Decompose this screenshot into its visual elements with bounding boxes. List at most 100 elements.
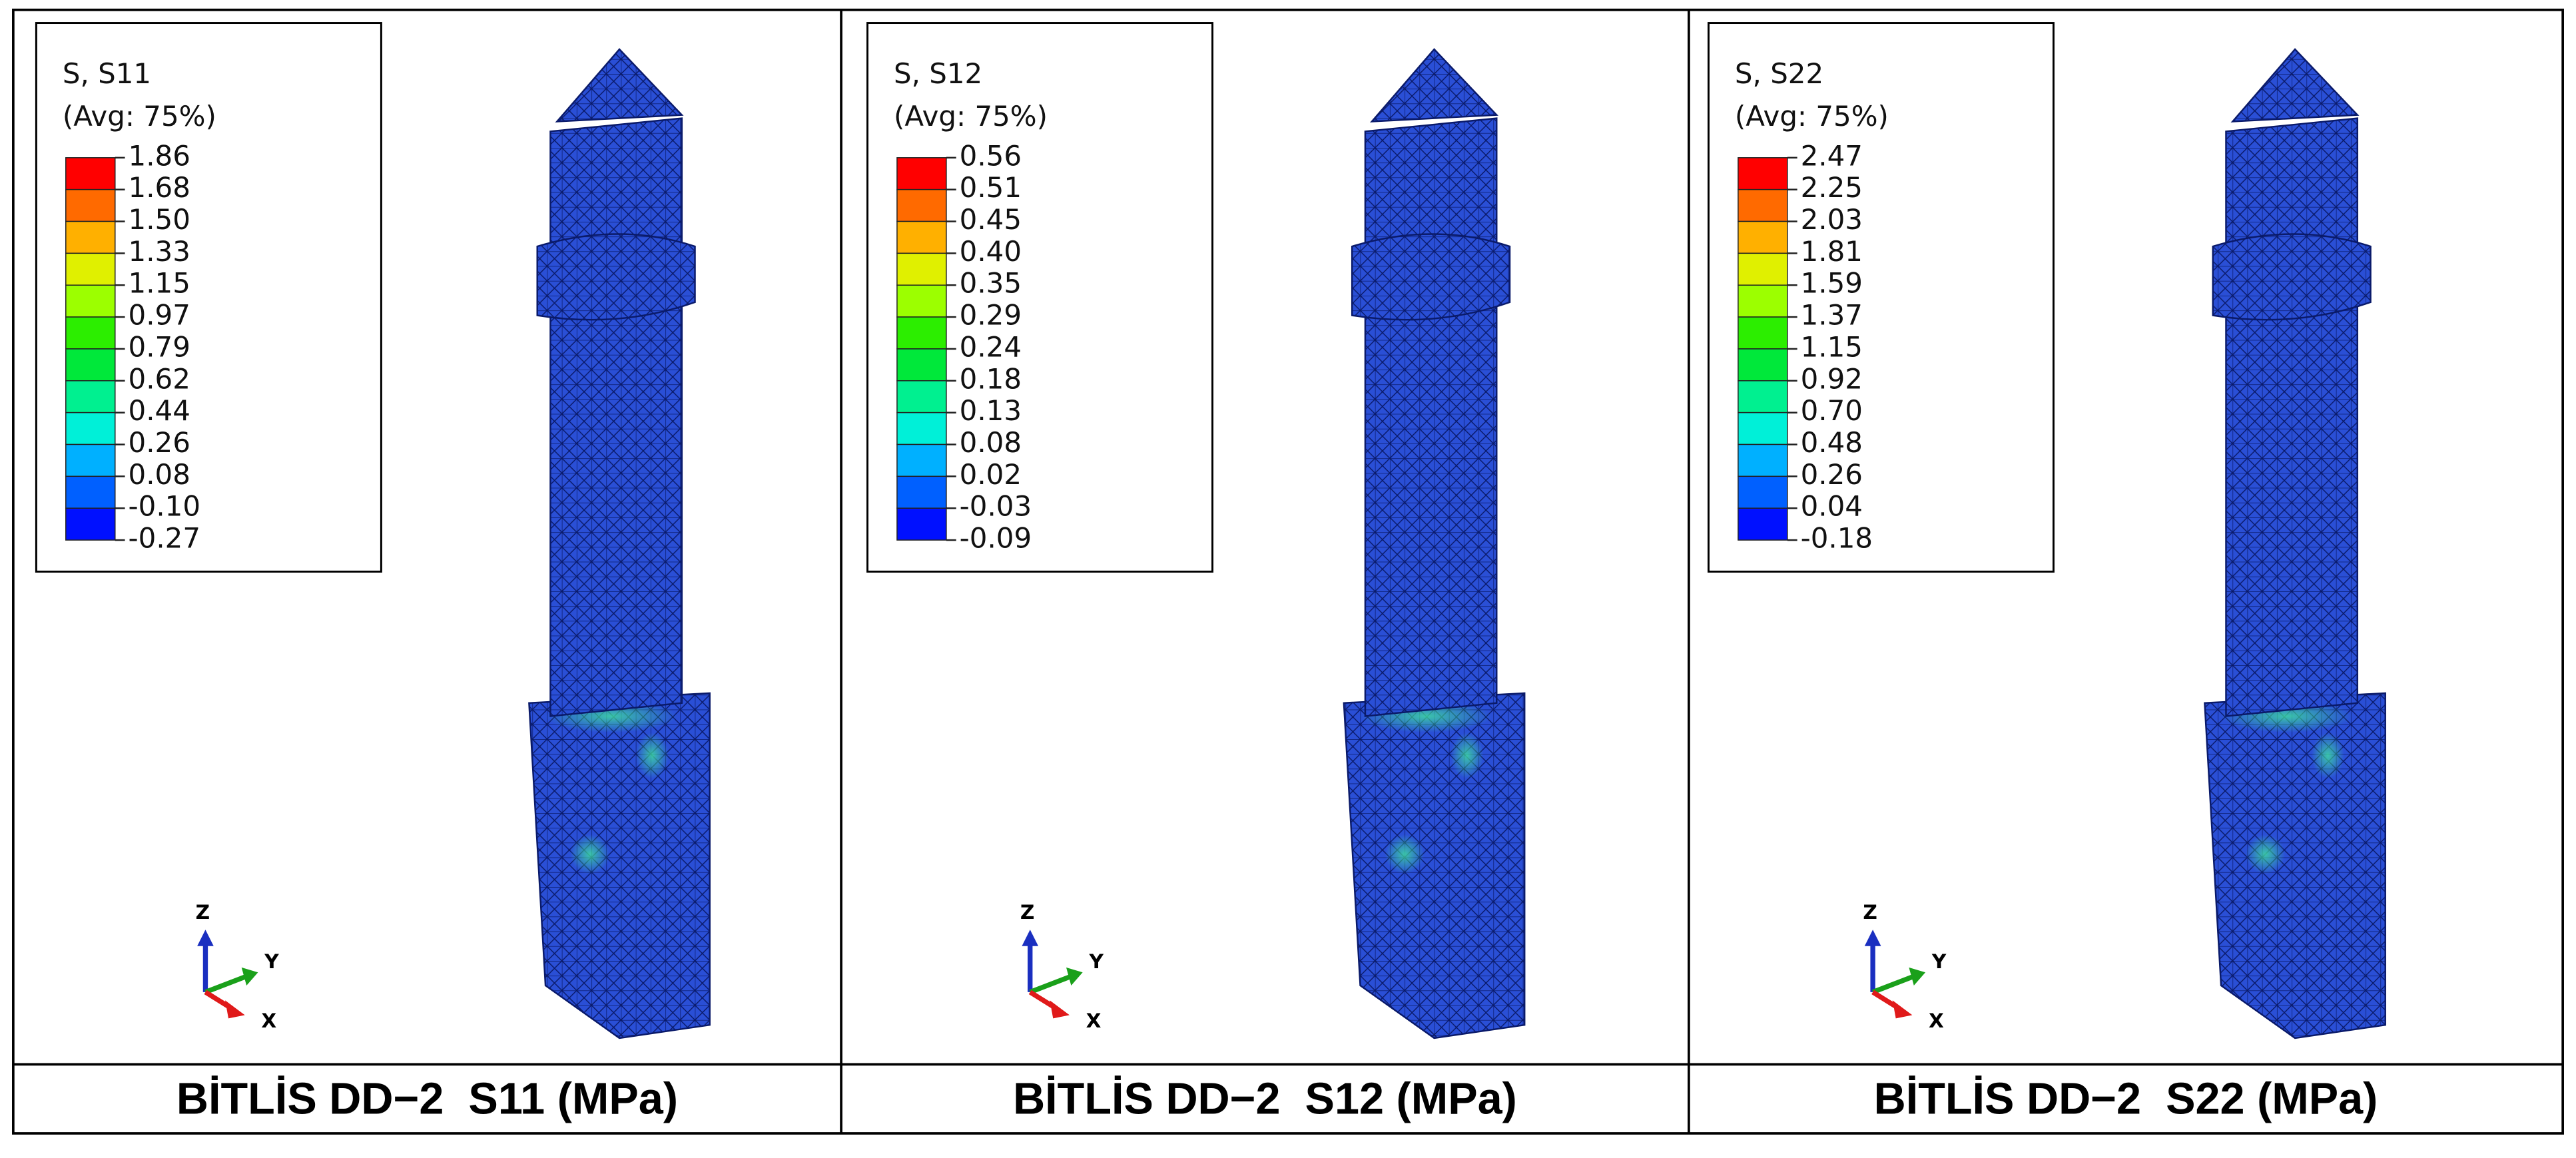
legend-label: -0.27 bbox=[129, 522, 200, 555]
axis-x-head bbox=[225, 1000, 245, 1019]
legend-label: 0.44 bbox=[129, 394, 190, 427]
legend-swatch bbox=[65, 507, 116, 541]
axis-y-label: Y bbox=[264, 950, 279, 973]
legend-swatch bbox=[896, 252, 947, 286]
legend-label: 2.03 bbox=[1801, 203, 1863, 236]
legend-label: -0.10 bbox=[129, 490, 200, 523]
legend-title: S, S12 bbox=[894, 57, 982, 90]
stress-spot bbox=[570, 834, 610, 874]
legend-swatch bbox=[896, 220, 947, 254]
tower-cone bbox=[1369, 48, 1499, 123]
axis-z-label: Z bbox=[1863, 901, 1877, 924]
axis-x-label: X bbox=[261, 1010, 276, 1032]
legend-label: -0.03 bbox=[960, 490, 1032, 523]
legend-swatch bbox=[896, 188, 947, 222]
legend-swatch bbox=[896, 157, 947, 190]
axis-y bbox=[1029, 973, 1074, 995]
legend-label: 0.51 bbox=[960, 171, 1022, 204]
axis-y bbox=[1871, 973, 1917, 995]
axis-x-label: X bbox=[1086, 1010, 1102, 1032]
legend-label: 0.45 bbox=[960, 203, 1022, 236]
legend-swatch bbox=[896, 380, 947, 414]
legend-label: 0.13 bbox=[960, 394, 1022, 427]
axis-y-head bbox=[241, 967, 258, 986]
tower-base bbox=[1343, 692, 1526, 1039]
legend-swatch bbox=[1738, 475, 1788, 509]
legend-label: 1.59 bbox=[1801, 267, 1863, 300]
legend-label: 0.48 bbox=[1801, 426, 1863, 459]
legend-swatch bbox=[896, 443, 947, 477]
stress-spot bbox=[2246, 834, 2286, 874]
legend-label: 1.15 bbox=[129, 267, 190, 300]
legend-swatch bbox=[65, 380, 116, 414]
legend-swatch bbox=[65, 157, 116, 190]
legend-label: 2.25 bbox=[1801, 171, 1863, 204]
legend-label: 0.70 bbox=[1801, 394, 1863, 427]
legend-label: 0.92 bbox=[1801, 362, 1863, 395]
legend-swatch bbox=[1738, 220, 1788, 254]
caption: BİTLİS DD−2 S22 (MPa) bbox=[1874, 1075, 2378, 1124]
tower-base bbox=[2204, 692, 2386, 1039]
axis-x-label: X bbox=[1929, 1010, 1944, 1032]
legend-swatch bbox=[896, 507, 947, 541]
axis-y-label: Y bbox=[1089, 950, 1104, 973]
legend-label: 1.33 bbox=[129, 235, 190, 268]
axis-y-head bbox=[1909, 967, 1926, 986]
legend-label: -0.09 bbox=[960, 522, 1032, 555]
tower-shaft bbox=[2225, 117, 2359, 717]
legend-swatch bbox=[1738, 188, 1788, 222]
stress-spot bbox=[1450, 732, 1484, 779]
legend-swatch bbox=[65, 475, 116, 509]
legend-averaging: (Avg: 75%) bbox=[63, 100, 216, 133]
legend-swatch bbox=[65, 316, 116, 350]
legend-swatch bbox=[896, 475, 947, 509]
legend-label: 1.86 bbox=[129, 139, 190, 172]
legend-swatch bbox=[896, 412, 947, 445]
stress-spot bbox=[1385, 834, 1425, 874]
legend-label: 0.35 bbox=[960, 267, 1022, 300]
tower-shaft bbox=[549, 117, 683, 717]
legend-swatch bbox=[1738, 348, 1788, 382]
legend-swatch bbox=[65, 348, 116, 382]
frame bbox=[12, 8, 2564, 1135]
axis-x-head bbox=[1050, 1000, 1070, 1019]
legend-swatch bbox=[65, 412, 116, 445]
axis-x-head bbox=[1892, 1000, 1913, 1019]
legend-swatch bbox=[896, 284, 947, 318]
legend-swatch bbox=[1738, 252, 1788, 286]
legend-swatch bbox=[65, 220, 116, 254]
legend-swatch bbox=[1738, 316, 1788, 350]
legend-label: 0.24 bbox=[960, 330, 1022, 363]
legend-label: 2.47 bbox=[1801, 139, 1863, 172]
legend-label: 0.79 bbox=[129, 330, 190, 363]
legend-label: 0.18 bbox=[960, 362, 1022, 395]
legend-swatch bbox=[1738, 507, 1788, 541]
legend-swatch bbox=[896, 316, 947, 350]
legend-title: S, S22 bbox=[1735, 57, 1823, 90]
stress-spot bbox=[635, 732, 669, 779]
legend-label: 0.29 bbox=[960, 299, 1022, 332]
legend-swatch bbox=[65, 188, 116, 222]
caption: BİTLİS DD−2 S12 (MPa) bbox=[1013, 1075, 1517, 1124]
tower-balcony bbox=[1351, 233, 1511, 321]
legend-swatch bbox=[1738, 157, 1788, 190]
legend-label: 1.81 bbox=[1801, 235, 1863, 268]
legend-label: 0.56 bbox=[960, 139, 1022, 172]
legend-averaging: (Avg: 75%) bbox=[894, 100, 1048, 133]
tower-shaft bbox=[1364, 117, 1498, 717]
legend-label: 0.08 bbox=[129, 458, 190, 491]
axis-y-label: Y bbox=[1931, 950, 1947, 973]
legend-label: 0.02 bbox=[960, 458, 1022, 491]
legend-swatch bbox=[1738, 380, 1788, 414]
axis-y-head bbox=[1066, 967, 1083, 986]
legend-averaging: (Avg: 75%) bbox=[1735, 100, 1889, 133]
legend-swatch bbox=[65, 443, 116, 477]
legend-swatch bbox=[1738, 412, 1788, 445]
tower-cone bbox=[2230, 48, 2360, 123]
legend-label: 1.50 bbox=[129, 203, 190, 236]
legend-swatch bbox=[896, 348, 947, 382]
legend-label: 0.04 bbox=[1801, 490, 1863, 523]
legend-label: 0.62 bbox=[129, 362, 190, 395]
tower-balcony bbox=[536, 233, 696, 321]
legend-label: 1.68 bbox=[129, 171, 190, 204]
